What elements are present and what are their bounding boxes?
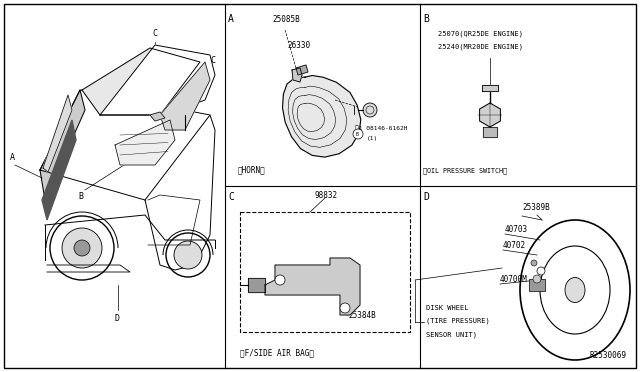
Text: (TIRE PRESSURE): (TIRE PRESSURE) [426,318,490,324]
Text: A: A [10,153,15,162]
Text: 25389B: 25389B [522,203,550,212]
Text: 25384B: 25384B [348,311,376,320]
Polygon shape [82,48,200,115]
Text: B: B [423,14,429,24]
Circle shape [531,260,537,266]
Polygon shape [479,103,500,127]
Text: DISK WHEEL: DISK WHEEL [426,305,468,311]
Polygon shape [150,112,165,121]
Text: A: A [228,14,234,24]
Circle shape [363,103,377,117]
Polygon shape [115,120,175,165]
Polygon shape [292,68,302,82]
Bar [240,212,410,332]
Text: 〈HORN〉: 〈HORN〉 [238,165,266,174]
Polygon shape [296,65,308,75]
Text: SENSOR UNIT): SENSOR UNIT) [426,331,477,337]
Polygon shape [145,115,215,270]
Polygon shape [482,85,498,91]
Text: 25240(MR20DE ENGINE): 25240(MR20DE ENGINE) [438,43,523,49]
Text: 26330: 26330 [287,41,310,50]
Circle shape [74,240,90,256]
Circle shape [62,228,102,268]
Text: 40700M: 40700M [500,275,528,284]
Polygon shape [40,90,210,200]
Bar [529,279,545,291]
Polygon shape [43,95,72,172]
Text: (1): (1) [367,136,378,141]
Ellipse shape [565,278,585,302]
Text: 98832: 98832 [315,191,338,200]
Text: 40702: 40702 [503,241,526,250]
Circle shape [537,267,545,275]
Circle shape [50,216,114,280]
Circle shape [353,129,363,139]
Text: 40703: 40703 [505,225,528,234]
Polygon shape [282,76,361,157]
Circle shape [166,233,210,277]
Text: ⑂1 08146-6162H: ⑂1 08146-6162H [355,125,408,131]
Text: C: C [210,56,215,65]
Text: 〈OIL PRESSURE SWITCH〉: 〈OIL PRESSURE SWITCH〉 [423,167,507,174]
Text: D: D [114,314,119,323]
Polygon shape [40,90,85,200]
Polygon shape [160,62,210,130]
Text: C: C [152,29,157,38]
Text: R2530069: R2530069 [590,351,627,360]
Polygon shape [100,45,215,115]
Text: 〈F/SIDE AIR BAG〉: 〈F/SIDE AIR BAG〉 [240,348,314,357]
Text: C: C [228,192,234,202]
Text: 25070(QR25DE ENGINE): 25070(QR25DE ENGINE) [438,30,523,36]
Text: B: B [356,131,358,137]
Circle shape [275,275,285,285]
Text: D: D [423,192,429,202]
Circle shape [533,275,541,283]
Polygon shape [265,258,360,315]
Circle shape [174,241,202,269]
Polygon shape [483,127,497,137]
Polygon shape [248,278,265,292]
Circle shape [340,303,350,313]
Text: 25085B: 25085B [272,15,300,24]
Text: B: B [78,192,83,201]
Polygon shape [42,120,76,220]
